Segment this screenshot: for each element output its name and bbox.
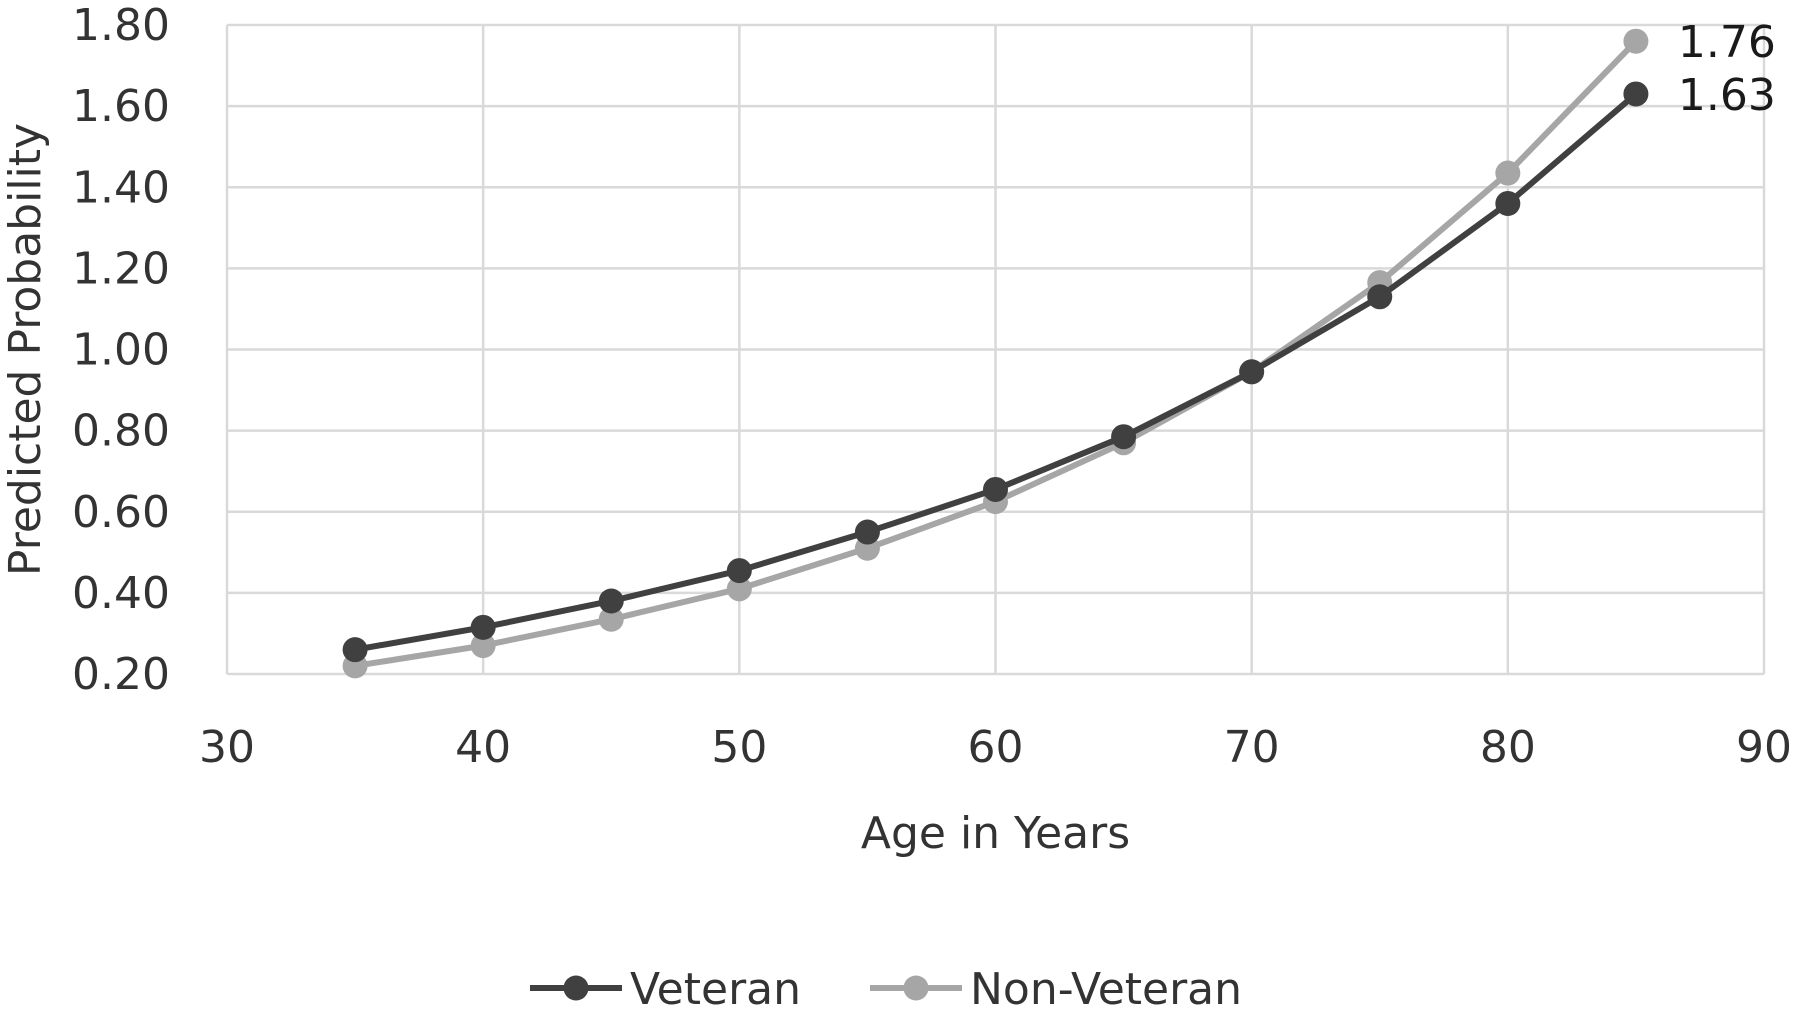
data-point bbox=[983, 476, 1008, 502]
x-tick-label: 50 bbox=[711, 722, 767, 773]
y-tick-label: 1.80 bbox=[72, 0, 170, 51]
data-label: 1.63 bbox=[1678, 70, 1776, 121]
data-point bbox=[1623, 28, 1649, 54]
x-tick-label: 90 bbox=[1736, 722, 1792, 773]
legend-entry: Veteran bbox=[530, 964, 801, 1011]
x-axis-title: Age in Years bbox=[861, 808, 1130, 859]
legend-label: Veteran bbox=[630, 964, 801, 1011]
data-point bbox=[342, 637, 368, 663]
y-tick-label: 0.20 bbox=[72, 649, 170, 700]
data-point bbox=[726, 576, 752, 602]
x-tick-label: 30 bbox=[199, 722, 255, 773]
series-group bbox=[342, 28, 1649, 679]
legend-marker bbox=[563, 975, 589, 1001]
y-tick-label: 1.40 bbox=[72, 162, 170, 213]
data-point bbox=[1623, 81, 1649, 107]
data-point bbox=[1495, 190, 1521, 216]
legend-entry: Non-Veteran bbox=[870, 964, 1242, 1011]
data-point bbox=[598, 606, 624, 632]
end-labels: 1.631.76 bbox=[1678, 17, 1776, 121]
x-tick-label: 60 bbox=[968, 722, 1024, 773]
series-veteran bbox=[342, 81, 1649, 663]
y-axis-title: Predicted Probability bbox=[0, 123, 51, 576]
x-axis-ticks: 30 40 50 60 70 80 90 bbox=[199, 722, 1792, 773]
y-tick-label: 0.40 bbox=[72, 568, 170, 619]
x-tick-label: 80 bbox=[1480, 722, 1536, 773]
y-tick-label: 1.00 bbox=[72, 325, 170, 376]
legend-label: Non-Veteran bbox=[970, 964, 1242, 1011]
y-axis-ticks: 0.20 0.40 0.60 0.80 1.00 1.20 1.40 1.60 1.80 bbox=[72, 0, 170, 700]
data-label: 1.76 bbox=[1678, 17, 1776, 68]
data-point bbox=[854, 519, 880, 545]
x-tick-label: 70 bbox=[1224, 722, 1280, 773]
legend-marker bbox=[903, 975, 929, 1001]
data-point bbox=[1367, 284, 1393, 310]
data-point bbox=[470, 633, 496, 659]
data-point bbox=[470, 614, 496, 640]
x-tick-label: 40 bbox=[455, 722, 511, 773]
data-point bbox=[1495, 160, 1521, 186]
y-tick-label: 0.60 bbox=[72, 487, 170, 538]
data-point bbox=[1239, 359, 1265, 385]
grid bbox=[225, 23, 1766, 676]
data-point bbox=[598, 588, 624, 614]
data-point bbox=[726, 558, 752, 584]
y-tick-label: 0.80 bbox=[72, 406, 170, 457]
y-tick-label: 1.20 bbox=[72, 243, 170, 294]
legend: Veteran Non-Veteran bbox=[530, 964, 1242, 1011]
y-tick-label: 1.60 bbox=[72, 81, 170, 132]
data-point bbox=[1111, 424, 1137, 450]
